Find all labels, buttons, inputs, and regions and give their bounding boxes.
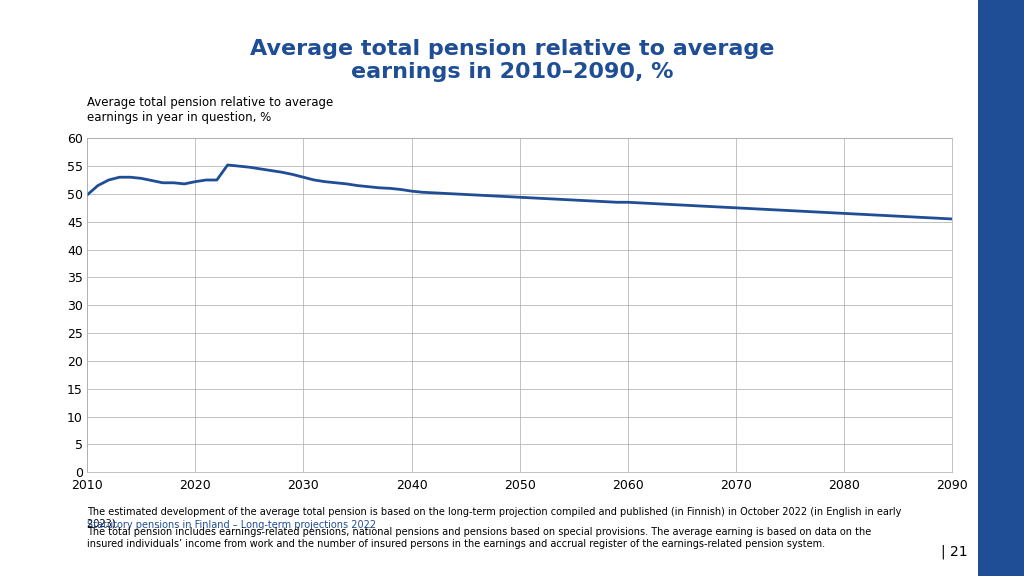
Text: | 21: | 21	[941, 544, 968, 559]
Text: Statutory pensions in Finland – Long-term projections 2022: Statutory pensions in Finland – Long-ter…	[87, 520, 376, 529]
Text: The estimated development of the average total pension is based on the long-term: The estimated development of the average…	[87, 507, 901, 529]
Text: Average total pension relative to average
earnings in year in question, %: Average total pension relative to averag…	[87, 96, 333, 124]
Text: Average total pension relative to average
earnings in 2010–2090, %: Average total pension relative to averag…	[250, 39, 774, 82]
Text: The total pension includes earnings-related pensions, national pensions and pens: The total pension includes earnings-rela…	[87, 527, 871, 548]
